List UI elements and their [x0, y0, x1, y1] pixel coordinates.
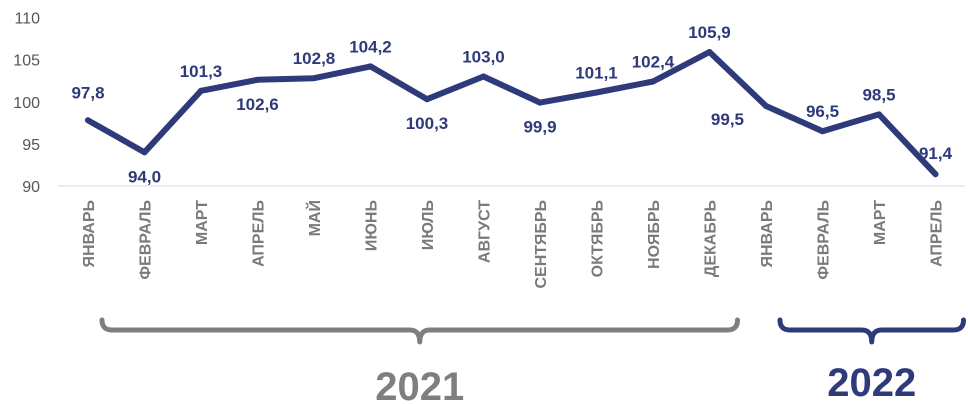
x-tick-label: ЯНВАРЬ	[81, 200, 98, 268]
data-label: 101,3	[180, 62, 223, 81]
x-axis: ЯНВАРЬ ФЕВРАЛЬ МАРТ АПРЕЛЬ МАЙ ИЮНЬ ИЮЛЬ АВГУСТ…	[81, 49, 946, 289]
data-label: 99,5	[711, 110, 744, 129]
data-label: 100,3	[406, 114, 449, 133]
x-tick-label: ЯНВАРЬ	[759, 200, 776, 268]
data-label: 102,8	[293, 49, 336, 68]
data-label: 102,6	[236, 95, 279, 114]
data-label: 101,1	[575, 63, 618, 82]
data-label: 105,9	[688, 23, 731, 42]
y-tick-label: 90	[22, 179, 40, 196]
x-tick-label: ОКТЯБРЬ	[590, 200, 607, 277]
x-tick-label: ИЮНЬ	[364, 200, 381, 251]
data-label: 99,9	[523, 118, 556, 137]
year-label: 2021	[375, 365, 464, 404]
data-label: 102,4	[632, 53, 675, 72]
x-tick-label: ФЕВРАЛЬ	[138, 200, 155, 280]
y-tick-label: 110	[14, 11, 40, 28]
year-label: 2022	[827, 361, 916, 404]
x-tick-label: НОЯБРЬ	[646, 200, 663, 269]
x-tick-label: МАРТ	[872, 200, 889, 245]
data-label: 94,0	[128, 167, 161, 186]
x-tick-label: СЕНТЯБРЬ	[533, 200, 550, 289]
x-tick-label: ДЕКАБРЬ	[703, 200, 720, 277]
x-tick-label: АПРЕЛЬ	[251, 200, 268, 267]
data-label: 98,5	[862, 85, 895, 104]
data-label: 103,0	[462, 47, 505, 66]
y-axis: 90 95 100 105 110	[13, 11, 40, 197]
x-tick-label: АПРЕЛЬ	[929, 200, 946, 267]
y-tick-label: 100	[13, 95, 40, 112]
data-label: 91,4	[919, 144, 953, 163]
x-tick-label: МАЙ	[305, 200, 324, 236]
y-tick-label: 105	[13, 53, 40, 70]
data-label: 96,5	[806, 102, 839, 121]
year-brace	[99, 317, 740, 345]
data-labels: 97,8 94,0 101,3 102,6 102,8 104,2 100,3 103,0 99…	[71, 23, 952, 186]
x-tick-label: ФЕВРАЛЬ	[816, 200, 833, 280]
y-tick-label: 95	[22, 137, 40, 154]
data-label: 97,8	[71, 83, 104, 102]
x-tick-label: МАРТ	[194, 200, 211, 245]
year-brace	[777, 317, 966, 345]
x-tick-label: ИЮЛЬ	[420, 200, 437, 250]
data-label: 104,2	[349, 37, 392, 56]
year-groups: 2021 2022	[99, 317, 966, 404]
x-tick-label: АВГУСТ	[477, 200, 494, 263]
series-line	[85, 49, 939, 178]
